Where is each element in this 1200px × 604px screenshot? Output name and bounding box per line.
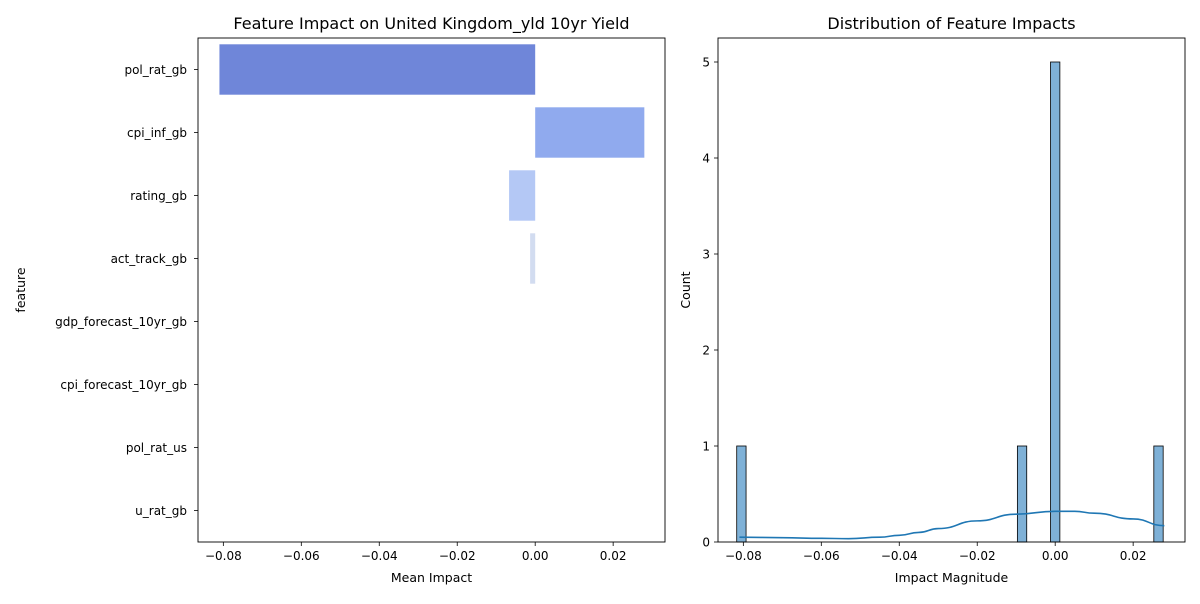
y-tick-label: cpi_inf_gb [127,126,187,140]
x-tick-label: −0.04 [881,549,918,563]
y-tick-label: 2 [702,344,710,358]
x-tick-label: 0.02 [1120,549,1147,563]
y-tick-label: 0 [702,536,710,550]
x-tick-label: −0.06 [803,549,840,563]
y-tick-label: act_track_gb [111,252,187,266]
right-chart-title: Distribution of Feature Impacts [827,14,1075,33]
histogram-bar [1050,61,1061,543]
histogram-bar [736,445,747,543]
x-tick-label: 0.00 [1042,549,1069,563]
left-x-axis-label: Mean Impact [391,570,472,585]
x-tick-label: −0.06 [283,549,320,563]
impact-distribution-histogram: Distribution of Feature Impacts 0 1 2 3 4 5 −… [678,14,1186,585]
y-tick-label: u_rat_gb [135,504,187,518]
x-tick-label: −0.02 [959,549,996,563]
kde-curve [739,510,1165,540]
x-tick-label: −0.08 [205,549,242,563]
bar-cpi_inf_gb [535,107,645,158]
feature-impact-bar-chart: Feature Impact on United Kingdom_yld 10y… [13,14,666,585]
right-bars [736,61,1164,543]
y-tick-label: cpi_forecast_10yr_gb [60,378,187,392]
left-bars [219,44,645,284]
right-y-axis-label: Count [678,271,693,308]
y-tick-label: pol_rat_gb [124,63,187,77]
bar-act_track_gb [530,233,536,284]
x-tick-label: −0.08 [725,549,762,563]
x-tick-label: −0.04 [361,549,398,563]
y-tick-label: 5 [702,56,710,70]
left-plot-frame [197,37,666,543]
y-tick-label: 3 [702,248,710,262]
right-x-axis-label: Impact Magnitude [895,570,1009,585]
left-y-axis-label: feature [13,267,28,312]
y-tick-label: pol_rat_us [126,441,187,455]
bar-pol_rat_gb [219,44,536,95]
left-x-ticks: −0.08 −0.06 −0.04 −0.02 0.00 0.02 [205,542,627,563]
right-plot-frame [717,37,1186,543]
x-tick-label: −0.02 [439,549,476,563]
left-y-ticks: pol_rat_gb cpi_inf_gb rating_gb act_track_g… [55,63,198,518]
y-tick-label: 4 [702,152,710,166]
histogram-bar [1016,445,1028,543]
x-tick-label: 0.00 [522,549,549,563]
y-tick-label: gdp_forecast_10yr_gb [55,315,187,329]
x-tick-label: 0.02 [600,549,627,563]
right-y-ticks: 0 1 2 3 4 5 [702,56,718,550]
histogram-bar [1153,445,1164,543]
y-tick-label: rating_gb [130,189,187,203]
right-x-ticks: −0.08 −0.06 −0.04 −0.02 0.00 0.02 [725,542,1147,563]
y-tick-label: 1 [702,440,710,454]
bar-rating_gb [509,170,536,221]
left-chart-title: Feature Impact on United Kingdom_yld 10y… [233,14,629,34]
